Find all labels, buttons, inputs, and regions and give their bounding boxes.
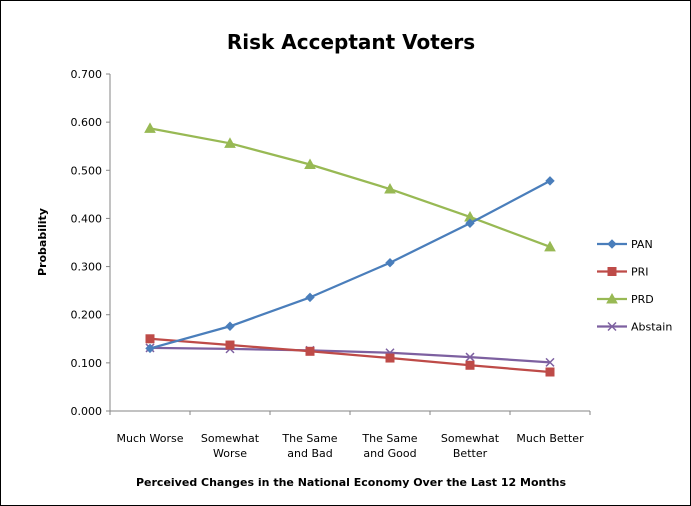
- x-tick-label: The Same and Bad: [281, 432, 337, 460]
- series-line-pri: [149, 337, 551, 374]
- x-tick-label: The Same and Good: [361, 432, 417, 460]
- data-point-pan: [545, 176, 555, 186]
- x-tick-label-line: Worse: [213, 447, 247, 460]
- data-point-pri: [145, 334, 155, 344]
- legend-label-abstain: Abstain: [631, 321, 672, 334]
- data-point-pri: [465, 360, 475, 370]
- x-tick-label-line: The Same: [361, 432, 417, 445]
- x-tick-label: Somewhat Worse: [201, 432, 260, 460]
- series-layer: [144, 122, 556, 377]
- y-tick-label: 0.200: [71, 309, 103, 322]
- data-point-pan: [305, 292, 315, 303]
- legend-item-abstain: Abstain: [597, 321, 672, 334]
- axes: 0.000 0.100 0.200 0.300 0.400 0.500 0.600 0.700…: [71, 68, 591, 460]
- x-axis-label: Perceived Changes in the National Econom…: [136, 476, 566, 489]
- series-prd: [144, 122, 556, 252]
- y-tick-label: 0.100: [71, 357, 103, 370]
- data-point-pri: [545, 367, 555, 377]
- legend-item-pri: PRI: [597, 266, 649, 279]
- x-tick-label: Much Better: [516, 432, 584, 445]
- legend-marker-abstain: [607, 321, 617, 332]
- data-point-abstain: [465, 352, 475, 362]
- legend-label-pri: PRI: [631, 266, 649, 279]
- series-line-pan: [149, 179, 551, 350]
- legend-marker-pri: [607, 267, 617, 276]
- y-tick-label: 0.400: [71, 212, 103, 225]
- x-tick-label: Somewhat Better: [441, 432, 500, 460]
- y-tick-label: 0.700: [71, 68, 103, 81]
- x-tick-label-line: The Same: [281, 432, 337, 445]
- x-tick-label-line: Much Worse: [117, 432, 184, 445]
- data-point-abstain-stroke: [465, 352, 475, 362]
- data-point-pan: [465, 218, 475, 228]
- series-line-abstain: [149, 346, 551, 364]
- legend-marker-pan: [607, 239, 617, 249]
- x-tick-label-line: Much Better: [516, 432, 584, 445]
- y-tick-label: 0.000: [71, 405, 103, 418]
- series-line-prd: [149, 127, 551, 248]
- legend-label-pan: PAN: [631, 238, 653, 251]
- data-point-prd: [384, 183, 396, 194]
- x-tick-label-line: Somewhat: [201, 432, 260, 445]
- y-tick-label: 0.500: [71, 164, 103, 177]
- series-pan: [145, 176, 555, 354]
- data-point-abstain-stroke: [545, 357, 555, 367]
- legend-item-prd: PRD: [597, 292, 654, 306]
- data-point-pri: [305, 346, 315, 356]
- series-pri: [145, 334, 555, 377]
- y-tick-label: 0.300: [71, 261, 103, 274]
- data-point-pan: [225, 321, 235, 331]
- data-point-pri: [225, 340, 235, 350]
- data-point-prd: [304, 158, 316, 170]
- x-tick-label-line: and Good: [363, 447, 416, 460]
- y-tick-label: 0.600: [71, 116, 103, 129]
- data-point-pri: [385, 353, 395, 363]
- legend-marker-prd: [606, 292, 618, 304]
- data-point-prd: [144, 122, 156, 133]
- x-tick-label-line: and Bad: [287, 447, 332, 460]
- data-point-pan: [385, 258, 395, 268]
- x-tick-label: Much Worse: [117, 432, 184, 445]
- legend-marker-abstain-stroke: [607, 321, 617, 332]
- data-point-prd: [224, 137, 236, 148]
- data-point-prd: [544, 240, 556, 252]
- data-point-abstain: [545, 357, 555, 367]
- y-axis-label: Probability: [36, 208, 49, 276]
- chart-title: Risk Acceptant Voters: [227, 30, 475, 54]
- data-point-pan: [145, 343, 155, 354]
- legend: PAN PRI PRD Abstain: [597, 238, 672, 334]
- x-tick-label-line: Somewhat: [441, 432, 500, 445]
- legend-item-pan: PAN: [597, 238, 653, 251]
- x-tick-label-line: Better: [453, 447, 488, 460]
- legend-label-prd: PRD: [631, 293, 654, 306]
